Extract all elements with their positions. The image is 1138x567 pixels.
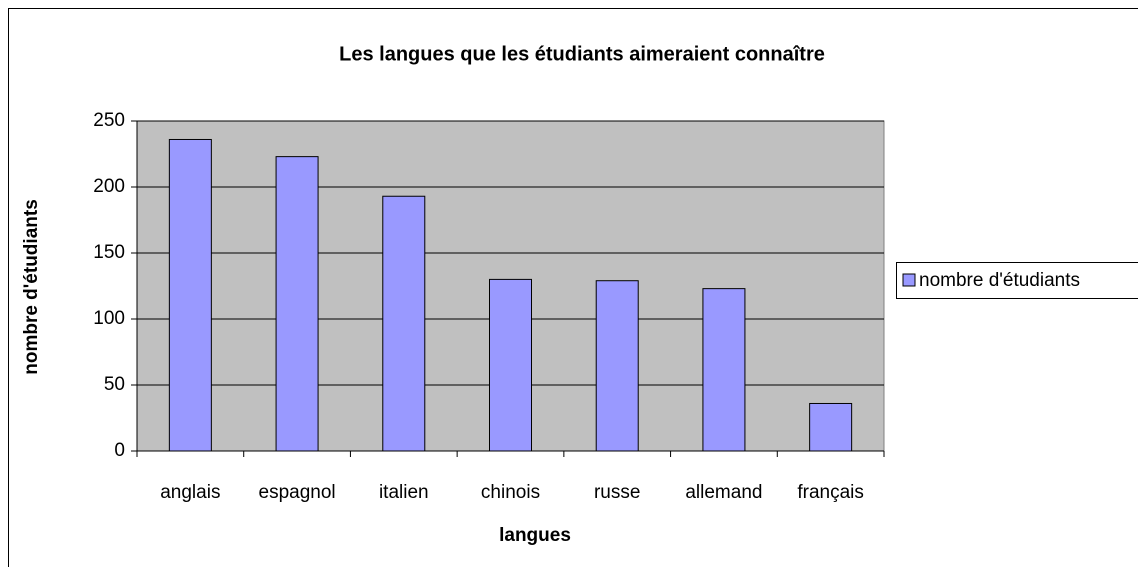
y-tick-label: 250 <box>93 110 125 131</box>
bar <box>489 278 532 452</box>
y-axis-label: nombre d'étudiants <box>21 199 42 375</box>
bar <box>275 156 319 452</box>
x-tick-label: espagnol <box>259 482 336 503</box>
legend-label: nombre d'étudiants <box>919 270 1080 291</box>
y-tick-label: 100 <box>93 308 125 329</box>
x-tick-label: russe <box>594 482 640 503</box>
legend-box <box>896 262 1138 299</box>
bar <box>809 402 853 452</box>
chart-title: Les langues que les étudiants aimeraient… <box>339 43 825 65</box>
x-tick-label: français <box>797 482 864 503</box>
bar <box>168 138 212 452</box>
x-tick-label: italien <box>379 482 429 503</box>
x-axis-label: langues <box>499 525 571 546</box>
legend-swatch <box>902 273 916 287</box>
y-tick-label: 50 <box>104 374 125 395</box>
y-tick-label: 0 <box>114 440 125 461</box>
y-tick-label: 200 <box>93 176 125 197</box>
x-tick-label: anglais <box>160 482 220 503</box>
x-tick-label: allemand <box>685 482 762 503</box>
bar <box>702 288 746 452</box>
x-tick-label: chinois <box>481 482 540 503</box>
bar <box>595 280 639 452</box>
bar <box>382 195 426 452</box>
y-tick-label: 150 <box>93 242 125 263</box>
